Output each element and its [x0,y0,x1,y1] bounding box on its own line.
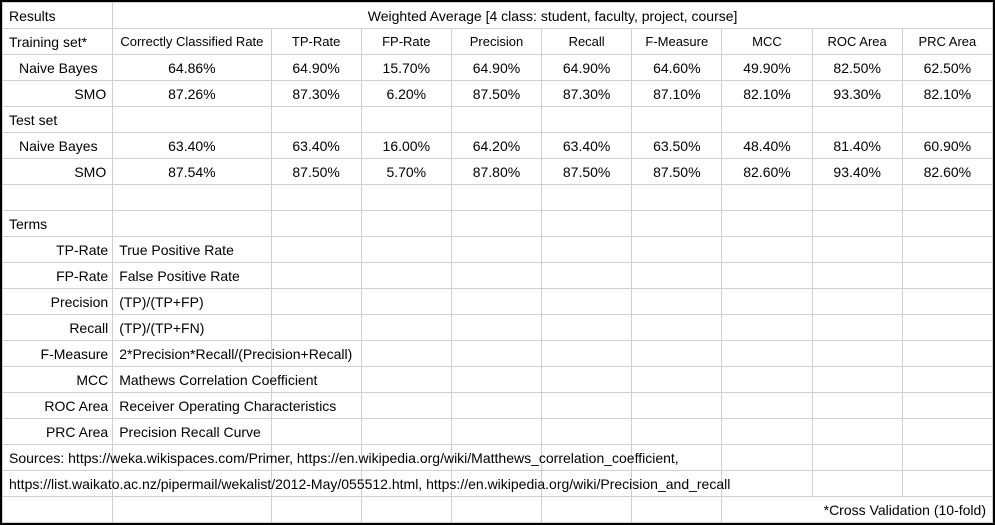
sources-line2: https://list.waikato.ac.nz/pipermail/wek… [3,471,113,497]
cell: 81.40% [812,133,902,159]
test-nb-row: Naive Bayes 63.40% 63.40% 16.00% 64.20% … [3,133,993,159]
cell: 82.60% [902,159,992,185]
term-key: F-Measure [3,341,113,367]
col-prc: PRC Area [902,29,992,55]
term-key: MCC [3,367,113,393]
term-row-prec: Precision (TP)/(TP+FP) [3,289,993,315]
cell: 64.86% [113,55,271,81]
training-set-label: Training set* [3,29,113,55]
cell: 63.40% [542,133,632,159]
cell: 64.90% [451,55,541,81]
term-key: PRC Area [3,419,113,445]
sources-row-2: https://list.waikato.ac.nz/pipermail/wek… [3,471,993,497]
term-val: (TP)/(TP+FP) [113,289,271,315]
cell: 87.30% [542,81,632,107]
cell: 64.90% [271,55,361,81]
col-fm: F-Measure [632,29,722,55]
results-label: Results [3,3,113,29]
footnote-row: *Cross Validation (10-fold) [3,497,993,523]
cell: 16.00% [361,133,451,159]
cell: 62.50% [902,55,992,81]
term-row-roc: ROC Area Receiver Operating Characterist… [3,393,993,419]
cell: 60.90% [902,133,992,159]
row-label: SMO [3,159,113,185]
term-key: Precision [3,289,113,315]
cell: 93.40% [812,159,902,185]
test-set-label: Test set [3,107,113,133]
term-val: (TP)/(TP+FN) [113,315,271,341]
cell: 87.50% [632,159,722,185]
sources-row-1: Sources: https://weka.wikispaces.com/Pri… [3,445,993,471]
cell: 64.60% [632,55,722,81]
term-key: ROC Area [3,393,113,419]
train-nb-row: Naive Bayes 64.86% 64.90% 15.70% 64.90% … [3,55,993,81]
term-key: FP-Rate [3,263,113,289]
col-ccr: Correctly Classified Rate [113,29,271,55]
cell: 6.20% [361,81,451,107]
cell: 82.50% [812,55,902,81]
column-header-row: Training set* Correctly Classified Rate … [3,29,993,55]
cell: 63.40% [113,133,271,159]
term-val: Mathews Correlation Coefficient [113,367,271,393]
term-row-fp: FP-Rate False Positive Rate [3,263,993,289]
term-row-tp: TP-Rate True Positive Rate [3,237,993,263]
term-val: False Positive Rate [113,263,271,289]
cell: 63.50% [632,133,722,159]
term-row-fm: F-Measure 2*Precision*Recall/(Precision+… [3,341,993,367]
cell: 87.26% [113,81,271,107]
cell: 87.50% [542,159,632,185]
terms-heading: Terms [3,211,113,237]
term-row-prc: PRC Area Precision Recall Curve [3,419,993,445]
cell: 82.10% [722,81,812,107]
test-smo-row: SMO 87.54% 87.50% 5.70% 87.80% 87.50% 87… [3,159,993,185]
terms-heading-row: Terms [3,211,993,237]
header-row: Results Weighted Average [4 class: stude… [3,3,993,29]
cell: 64.20% [451,133,541,159]
test-set-row: Test set [3,107,993,133]
cell: 49.90% [722,55,812,81]
cell: 48.40% [722,133,812,159]
col-roc: ROC Area [812,29,902,55]
row-label: Naive Bayes [3,55,113,81]
cell: 87.30% [271,81,361,107]
cell: 87.10% [632,81,722,107]
cell: 87.50% [271,159,361,185]
row-label: SMO [3,81,113,107]
cell: 5.70% [361,159,451,185]
cell: 87.54% [113,159,271,185]
blank-row [3,185,993,211]
cell: 82.10% [902,81,992,107]
term-row-mcc: MCC Mathews Correlation Coefficient [3,367,993,393]
cell: 93.30% [812,81,902,107]
term-val: True Positive Rate [113,237,271,263]
term-row-rec: Recall (TP)/(TP+FN) [3,315,993,341]
col-mcc: MCC [722,29,812,55]
col-tp: TP-Rate [271,29,361,55]
train-smo-row: SMO 87.26% 87.30% 6.20% 87.50% 87.30% 87… [3,81,993,107]
sources-line1: Sources: https://weka.wikispaces.com/Pri… [3,445,113,471]
term-val: 2*Precision*Recall/(Precision+Recall) [113,341,271,367]
cell: 15.70% [361,55,451,81]
term-val: Precision Recall Curve [113,419,271,445]
term-val: Receiver Operating Characteristics [113,393,271,419]
cell: 82.60% [722,159,812,185]
cross-validation-footnote: *Cross Validation (10-fold) [722,497,993,523]
col-prec: Precision [451,29,541,55]
results-table-container: Results Weighted Average [4 class: stude… [0,0,995,525]
row-label: Naive Bayes [3,133,113,159]
cell: 87.50% [451,81,541,107]
cell: 64.90% [542,55,632,81]
results-table: Results Weighted Average [4 class: stude… [2,2,993,523]
weighted-average-header: Weighted Average [4 class: student, facu… [113,3,993,29]
cell: 87.80% [451,159,541,185]
term-key: TP-Rate [3,237,113,263]
col-rec: Recall [542,29,632,55]
term-key: Recall [3,315,113,341]
col-fp: FP-Rate [361,29,451,55]
cell: 63.40% [271,133,361,159]
